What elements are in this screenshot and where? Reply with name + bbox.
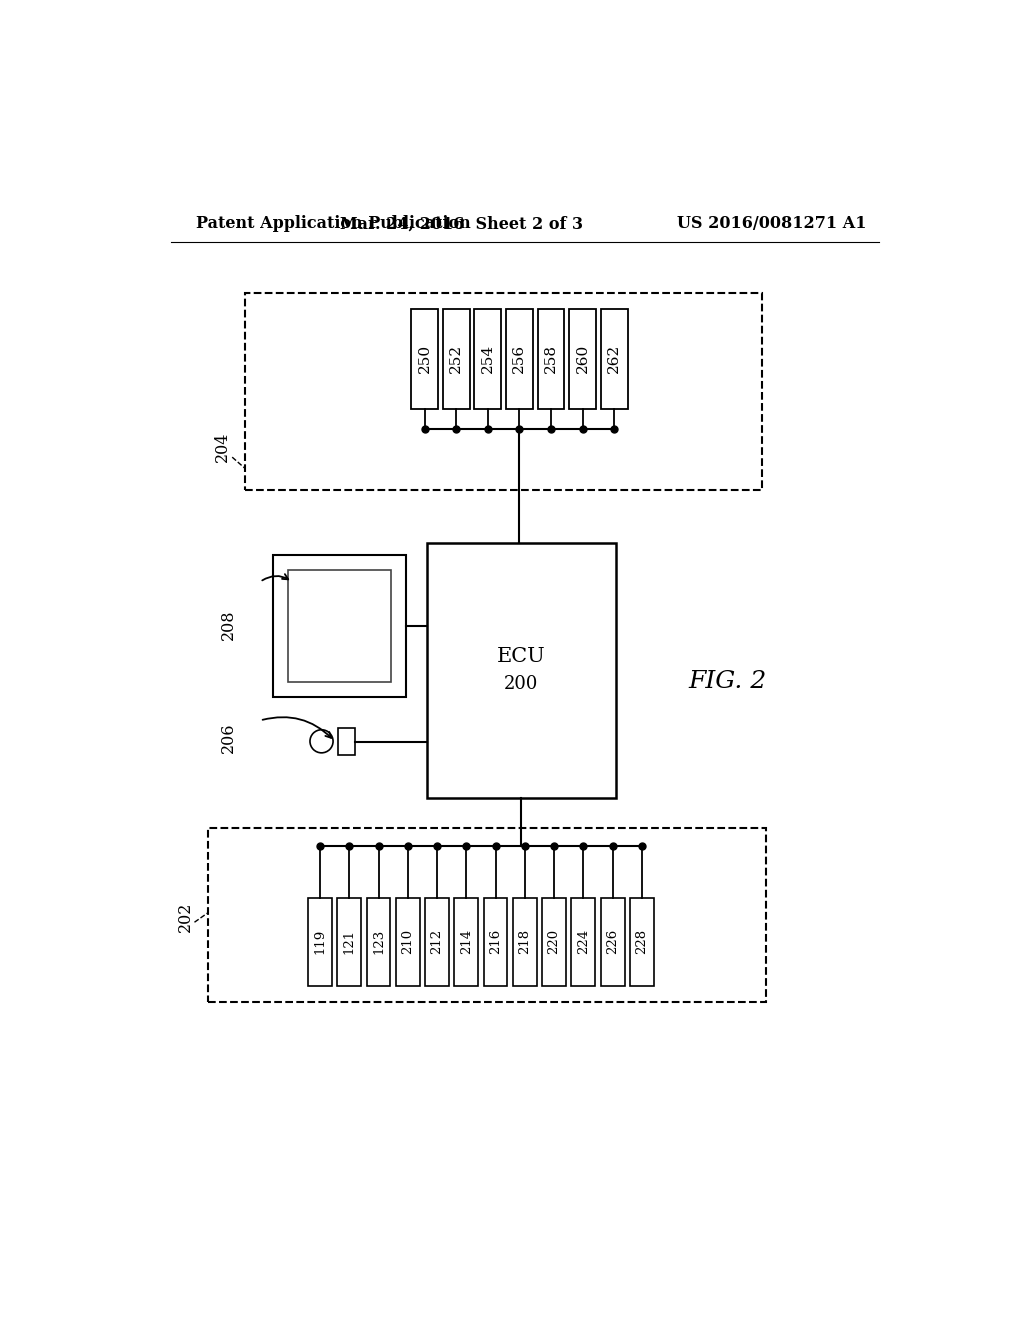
Text: 119: 119 [313,929,327,954]
Text: 218: 218 [518,929,531,954]
Text: US 2016/0081271 A1: US 2016/0081271 A1 [677,215,866,232]
Text: ECU: ECU [497,647,546,667]
Bar [245,293,762,490]
Text: 252: 252 [450,345,463,374]
Text: FIG. 2: FIG. 2 [688,671,766,693]
Text: 228: 228 [635,929,648,954]
Text: 204: 204 [214,432,230,462]
Bar [289,570,391,682]
Bar [442,309,470,409]
Bar [208,829,766,1002]
Text: 200: 200 [504,676,539,693]
Bar [339,729,355,755]
Bar [542,898,566,986]
Text: Patent Application Publication: Patent Application Publication [196,215,471,232]
Text: 216: 216 [489,929,502,954]
Text: 202: 202 [177,902,194,932]
Bar [396,898,420,986]
Text: 121: 121 [343,929,355,954]
Bar [569,309,596,409]
Text: 250: 250 [418,345,432,374]
Bar [571,898,595,986]
Text: 262: 262 [607,345,622,374]
Text: 258: 258 [544,345,558,374]
Bar [601,898,625,986]
Circle shape [310,730,333,752]
Bar [630,898,653,986]
Bar [474,309,502,409]
Bar [513,898,537,986]
Text: 206: 206 [220,722,237,752]
Bar [367,898,390,986]
Bar [425,898,449,986]
Bar [601,309,628,409]
Text: 224: 224 [577,929,590,954]
Text: 226: 226 [606,929,620,954]
Bar [273,554,407,697]
Text: 220: 220 [548,929,560,954]
Bar [455,898,478,986]
Text: 123: 123 [372,929,385,954]
Text: 208: 208 [220,609,237,639]
Bar [506,309,532,409]
Text: 254: 254 [481,345,495,374]
Bar [427,544,615,797]
Text: Mar. 24, 2016  Sheet 2 of 3: Mar. 24, 2016 Sheet 2 of 3 [340,215,583,232]
Text: 210: 210 [401,929,415,954]
Bar [337,898,361,986]
Bar [538,309,564,409]
Text: 260: 260 [575,345,590,374]
Bar [412,309,438,409]
Bar [308,898,332,986]
Bar [483,898,508,986]
Text: 212: 212 [430,929,443,954]
Text: 214: 214 [460,929,473,954]
Text: 256: 256 [512,345,526,374]
